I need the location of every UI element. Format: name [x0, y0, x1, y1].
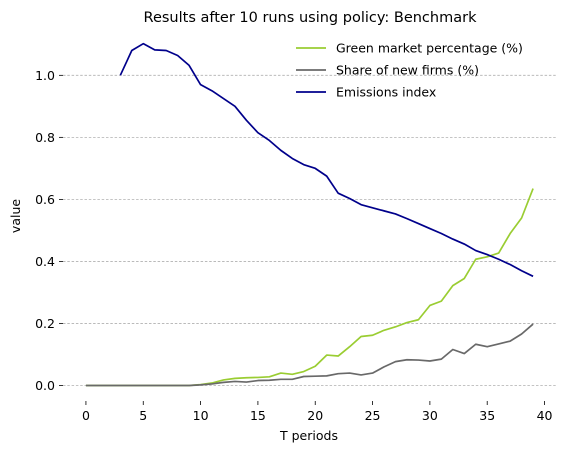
- y-tick-label: 0.4: [35, 254, 55, 269]
- legend: Green market percentage (%) Share of new …: [296, 41, 523, 100]
- y-tick-label: 0.6: [35, 192, 55, 207]
- x-tick-label: 0: [82, 408, 90, 423]
- series-line-1: [85, 188, 534, 387]
- x-tick-label: 10: [193, 408, 209, 423]
- y-tick-label: 0.0: [35, 378, 55, 393]
- series-layer: [85, 42, 534, 387]
- grid: [63, 74, 556, 386]
- x-tick-label: 15: [250, 408, 266, 423]
- series-line-2: [85, 323, 534, 387]
- x-tick-label: 20: [307, 408, 323, 423]
- series-line-3: [119, 42, 534, 278]
- y-axis-label: value: [8, 199, 23, 233]
- legend-label-3: Emissions index: [336, 85, 436, 100]
- x-tick-label: 25: [365, 408, 381, 423]
- legend-label-2: Share of new firms (%): [336, 63, 479, 78]
- x-tick-label: 5: [139, 408, 147, 423]
- legend-label-1: Green market percentage (%): [336, 41, 523, 56]
- y-axis: 0.0 0.2 0.4 0.6 0.8 1.0: [35, 68, 63, 393]
- y-tick-label: 0.2: [35, 316, 55, 331]
- x-axis: 0 5 10 15 20 25 30 35 40: [82, 401, 553, 423]
- x-tick-label: 30: [422, 408, 438, 423]
- y-tick-label: 1.0: [35, 68, 55, 83]
- x-tick-label: 40: [537, 408, 553, 423]
- x-axis-label: T periods: [279, 428, 338, 443]
- x-tick-label: 35: [479, 408, 495, 423]
- y-tick-label: 0.8: [35, 130, 55, 145]
- chart-title: Results after 10 runs using policy: Benc…: [144, 10, 478, 26]
